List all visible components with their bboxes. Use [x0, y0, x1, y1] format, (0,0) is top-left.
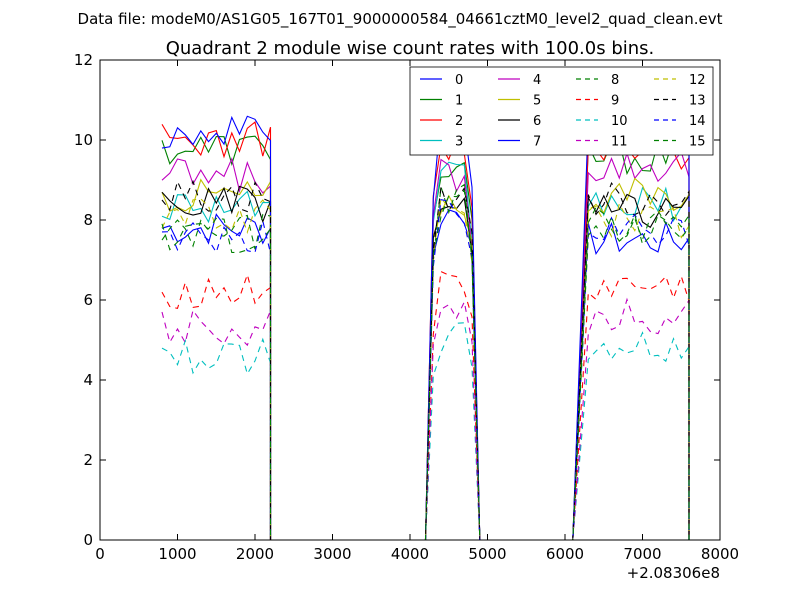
x-tick-label: 8000 [701, 545, 739, 563]
x-tick-label: 4000 [391, 545, 429, 563]
y-tick-label: 12 [74, 51, 93, 69]
y-tick-label: 8 [83, 211, 93, 229]
x-offset-label: +2.08306e8 [627, 564, 720, 582]
y-tick-label: 0 [83, 531, 93, 549]
legend-label-12: 12 [689, 73, 706, 88]
series-line-0 [161, 209, 690, 541]
series-line-13 [161, 179, 690, 541]
series-line-7 [161, 112, 690, 541]
figure-suptitle: Data file: modeM0/AS1G05_167T01_90000005… [78, 10, 723, 29]
plot-area [161, 112, 690, 541]
chart-title: Quadrant 2 module wise count rates with … [166, 38, 655, 59]
x-tick-label: 5000 [468, 545, 506, 563]
y-tick-label: 4 [83, 371, 93, 389]
x-tick-label: 2000 [236, 545, 274, 563]
y-tick-label: 10 [74, 131, 93, 149]
legend-label-3: 3 [455, 135, 463, 150]
x-tick-label: 1000 [158, 545, 196, 563]
y-tick-label: 2 [83, 451, 93, 469]
axis-ticks: 0 1000 2000 3000 4000 5000 6000 7000 80000246810… [74, 51, 739, 563]
legend-label-1: 1 [455, 94, 463, 109]
series-line-5 [161, 177, 690, 541]
legend-label-9: 9 [611, 94, 619, 109]
x-tick-label: 3000 [313, 545, 351, 563]
x-tick-label: 6000 [546, 545, 584, 563]
legend-label-5: 5 [533, 94, 541, 109]
series-line-15 [161, 189, 690, 541]
series-line-10 [161, 322, 690, 541]
series-line-3 [161, 161, 690, 541]
series-line-4 [161, 151, 690, 541]
series-line-6 [161, 185, 690, 541]
legend-label-15: 15 [689, 135, 706, 150]
series-line-8 [161, 183, 690, 541]
legend-label-8: 8 [611, 73, 619, 88]
series-line-12 [161, 196, 690, 541]
legend-label-10: 10 [611, 114, 628, 129]
legend-label-11: 11 [611, 135, 628, 150]
legend-label-6: 6 [533, 114, 541, 129]
series-line-1 [161, 135, 690, 541]
legend-label-14: 14 [689, 114, 706, 129]
x-tick-label: 0 [95, 545, 105, 563]
series-line-11 [161, 297, 690, 541]
legend-label-2: 2 [455, 114, 463, 129]
series-line-9 [161, 270, 690, 541]
x-tick-label: 7000 [623, 545, 661, 563]
legend-label-4: 4 [533, 73, 541, 88]
legend-label-0: 0 [455, 73, 463, 88]
legend-box [409, 66, 714, 156]
legend-label-7: 7 [533, 135, 541, 150]
series-line-14 [161, 199, 690, 541]
legend-label-13: 13 [689, 94, 706, 109]
y-tick-label: 6 [83, 291, 93, 309]
